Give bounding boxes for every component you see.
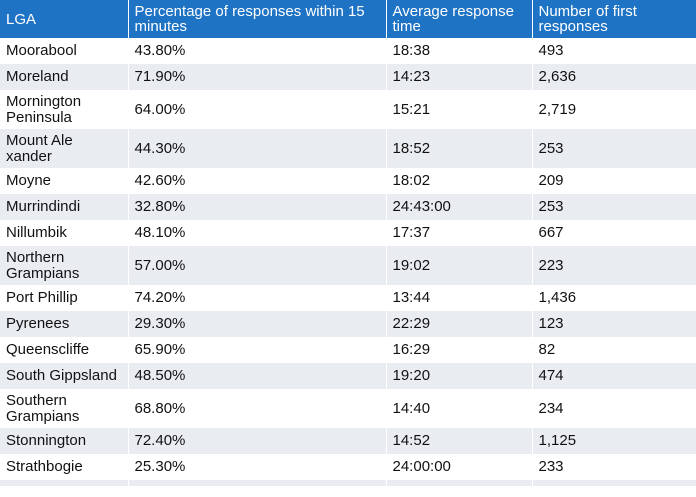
average-time-cell: 14:40 (386, 389, 533, 428)
table-row: Mount Ale xander 44.30% 18:52 253 (0, 129, 696, 168)
first-responses-cell: 234 (532, 389, 696, 428)
average-time-cell: 18:52 (386, 129, 533, 168)
percentage-cell: 32.80% (128, 194, 387, 220)
lga-cell: Murrindindi (0, 194, 129, 220)
average-time-cell: 16:29 (386, 337, 533, 363)
average-time-cell: 17:37 (386, 220, 533, 246)
table-row: Queenscliffe 65.90% 16:29 82 (0, 337, 696, 363)
lga-cell: Strathbogie (0, 454, 129, 480)
first-responses-cell: 209 (532, 168, 696, 194)
first-responses-cell: 223 (532, 246, 696, 285)
header-row: LGA Percentage of responses within 15 mi… (0, 0, 696, 38)
percentage-cell: 48.10% (128, 220, 387, 246)
lga-cell: Moreland (0, 64, 129, 90)
percentage-cell: 42.60% (128, 168, 387, 194)
first-responses-cell: 1,125 (532, 428, 696, 454)
lga-cell: Pyrenees (0, 311, 129, 337)
percentage-cell: 29.30% (128, 311, 387, 337)
lga-cell: South Gippsland (0, 363, 129, 389)
table-row: Stonnington 72.40% 14:52 1,125 (0, 428, 696, 454)
table-row: Southern Grampians 68.80% 14:40 234 (0, 389, 696, 428)
percentage-cell: 25.30% (128, 454, 387, 480)
lga-response-table: LGA Percentage of responses within 15 mi… (0, 0, 696, 486)
table-row: Mornington Peninsula 64.00% 15:21 2,719 (0, 90, 696, 129)
header-lga: LGA (0, 0, 129, 38)
first-responses-cell: 2,719 (532, 90, 696, 129)
average-time-cell: 19:02 (386, 246, 533, 285)
percentage-cell: 72.40% (128, 428, 387, 454)
first-responses-cell: 2,636 (532, 64, 696, 90)
percentage-cell: 65.90% (128, 337, 387, 363)
lga-cell: Southern Grampians (0, 389, 129, 428)
first-responses-cell: 474 (532, 363, 696, 389)
table-row: Pyrenees 29.30% 22:29 123 (0, 311, 696, 337)
partial-cell (386, 480, 533, 486)
first-responses-cell: 123 (532, 311, 696, 337)
table-row: Strathbogie 25.30% 24:00:00 233 (0, 454, 696, 480)
average-time-cell: 24:43:00 (386, 194, 533, 220)
partial-cell (0, 480, 129, 486)
average-time-cell: 22:29 (386, 311, 533, 337)
percentage-cell: 43.80% (128, 38, 387, 64)
average-time-cell: 14:23 (386, 64, 533, 90)
lga-cell: Queenscliffe (0, 337, 129, 363)
first-responses-cell: 253 (532, 194, 696, 220)
percentage-cell: 68.80% (128, 389, 387, 428)
percentage-cell: 74.20% (128, 285, 387, 311)
average-time-cell: 24:00:00 (386, 454, 533, 480)
percentage-cell: 71.90% (128, 64, 387, 90)
percentage-cell: 44.30% (128, 129, 387, 168)
first-responses-cell: 1,436 (532, 285, 696, 311)
lga-cell: Moyne (0, 168, 129, 194)
average-time-cell: 15:21 (386, 90, 533, 129)
lga-cell: Stonnington (0, 428, 129, 454)
first-responses-cell: 667 (532, 220, 696, 246)
header-first-responses: Number of first responses (532, 0, 696, 38)
table-row: Moorabool 43.80% 18:38 493 (0, 38, 696, 64)
partial-cell (128, 480, 387, 486)
percentage-cell: 48.50% (128, 363, 387, 389)
header-percentage: Percentage of responses within 15 minute… (128, 0, 387, 38)
first-responses-cell: 493 (532, 38, 696, 64)
lga-cell: Mount Ale xander (0, 129, 129, 168)
header-average-time: Average response time (386, 0, 533, 38)
lga-cell: Northern Grampians (0, 246, 129, 285)
first-responses-cell: 253 (532, 129, 696, 168)
table-row: Moyne 42.60% 18:02 209 (0, 168, 696, 194)
percentage-cell: 57.00% (128, 246, 387, 285)
lga-cell: Moorabool (0, 38, 129, 64)
average-time-cell: 18:02 (386, 168, 533, 194)
lga-cell: Mornington Peninsula (0, 90, 129, 129)
table-row: Nillumbik 48.10% 17:37 667 (0, 220, 696, 246)
first-responses-cell: 82 (532, 337, 696, 363)
table-row: Northern Grampians 57.00% 19:02 223 (0, 246, 696, 285)
partial-cell (532, 480, 696, 486)
average-time-cell: 13:44 (386, 285, 533, 311)
table-row: Port Phillip 74.20% 13:44 1,436 (0, 285, 696, 311)
lga-cell: Nillumbik (0, 220, 129, 246)
percentage-cell: 64.00% (128, 90, 387, 129)
table-row: Murrindindi 32.80% 24:43:00 253 (0, 194, 696, 220)
average-time-cell: 14:52 (386, 428, 533, 454)
table-row: South Gippsland 48.50% 19:20 474 (0, 363, 696, 389)
first-responses-cell: 233 (532, 454, 696, 480)
average-time-cell: 19:20 (386, 363, 533, 389)
table-row: Moreland 71.90% 14:23 2,636 (0, 64, 696, 90)
average-time-cell: 18:38 (386, 38, 533, 64)
lga-cell: Port Phillip (0, 285, 129, 311)
partial-row (0, 480, 696, 486)
